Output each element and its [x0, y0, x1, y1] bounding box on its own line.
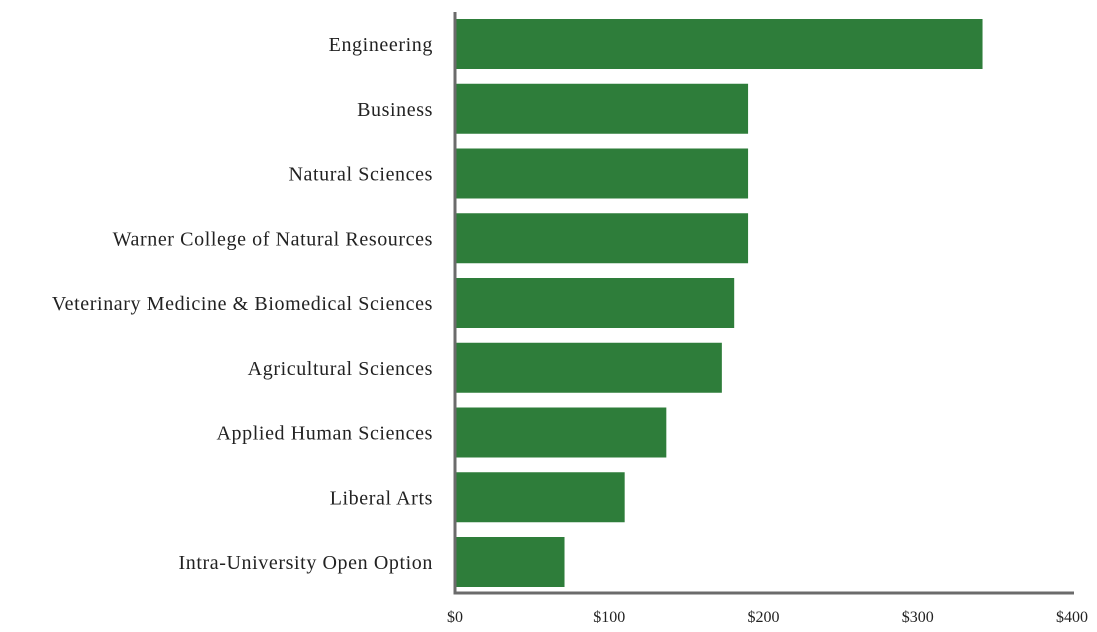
category-label-1: Business: [357, 99, 433, 121]
x-tick-label-1: $100: [593, 609, 625, 626]
bar-5: [455, 342, 722, 393]
bars-group: [455, 19, 983, 587]
category-label-5: Agricultural Sciences: [248, 358, 433, 380]
x-tick-label-3: $300: [902, 609, 934, 626]
category-label-6: Applied Human Sciences: [217, 423, 433, 445]
bar-2: [455, 148, 749, 199]
bar-4: [455, 278, 735, 328]
bar-1: [455, 83, 749, 134]
x-tick-labels: $0 $100 $200 $300 $400: [447, 609, 1088, 626]
category-label-7: Liberal Arts: [330, 487, 433, 509]
category-label-2: Natural Sciences: [288, 164, 433, 186]
category-label-3: Warner College of Natural Resources: [113, 228, 433, 250]
bar-6: [455, 407, 667, 458]
bar-3: [455, 213, 749, 264]
bar-8: [455, 537, 565, 587]
x-tick-label-2: $200: [748, 609, 780, 626]
x-tick-label-0: $0: [447, 609, 463, 626]
category-label-4: Veterinary Medicine & Biomedical Science…: [52, 293, 433, 315]
bar-7: [455, 472, 625, 523]
x-tick-label-4: $400: [1056, 609, 1088, 626]
category-labels: Engineering Business Natural Sciences Warne…: [52, 34, 433, 574]
category-label-8: Intra-University Open Option: [178, 552, 433, 574]
category-label-0: Engineering: [329, 34, 433, 56]
bar-0: [455, 19, 983, 69]
